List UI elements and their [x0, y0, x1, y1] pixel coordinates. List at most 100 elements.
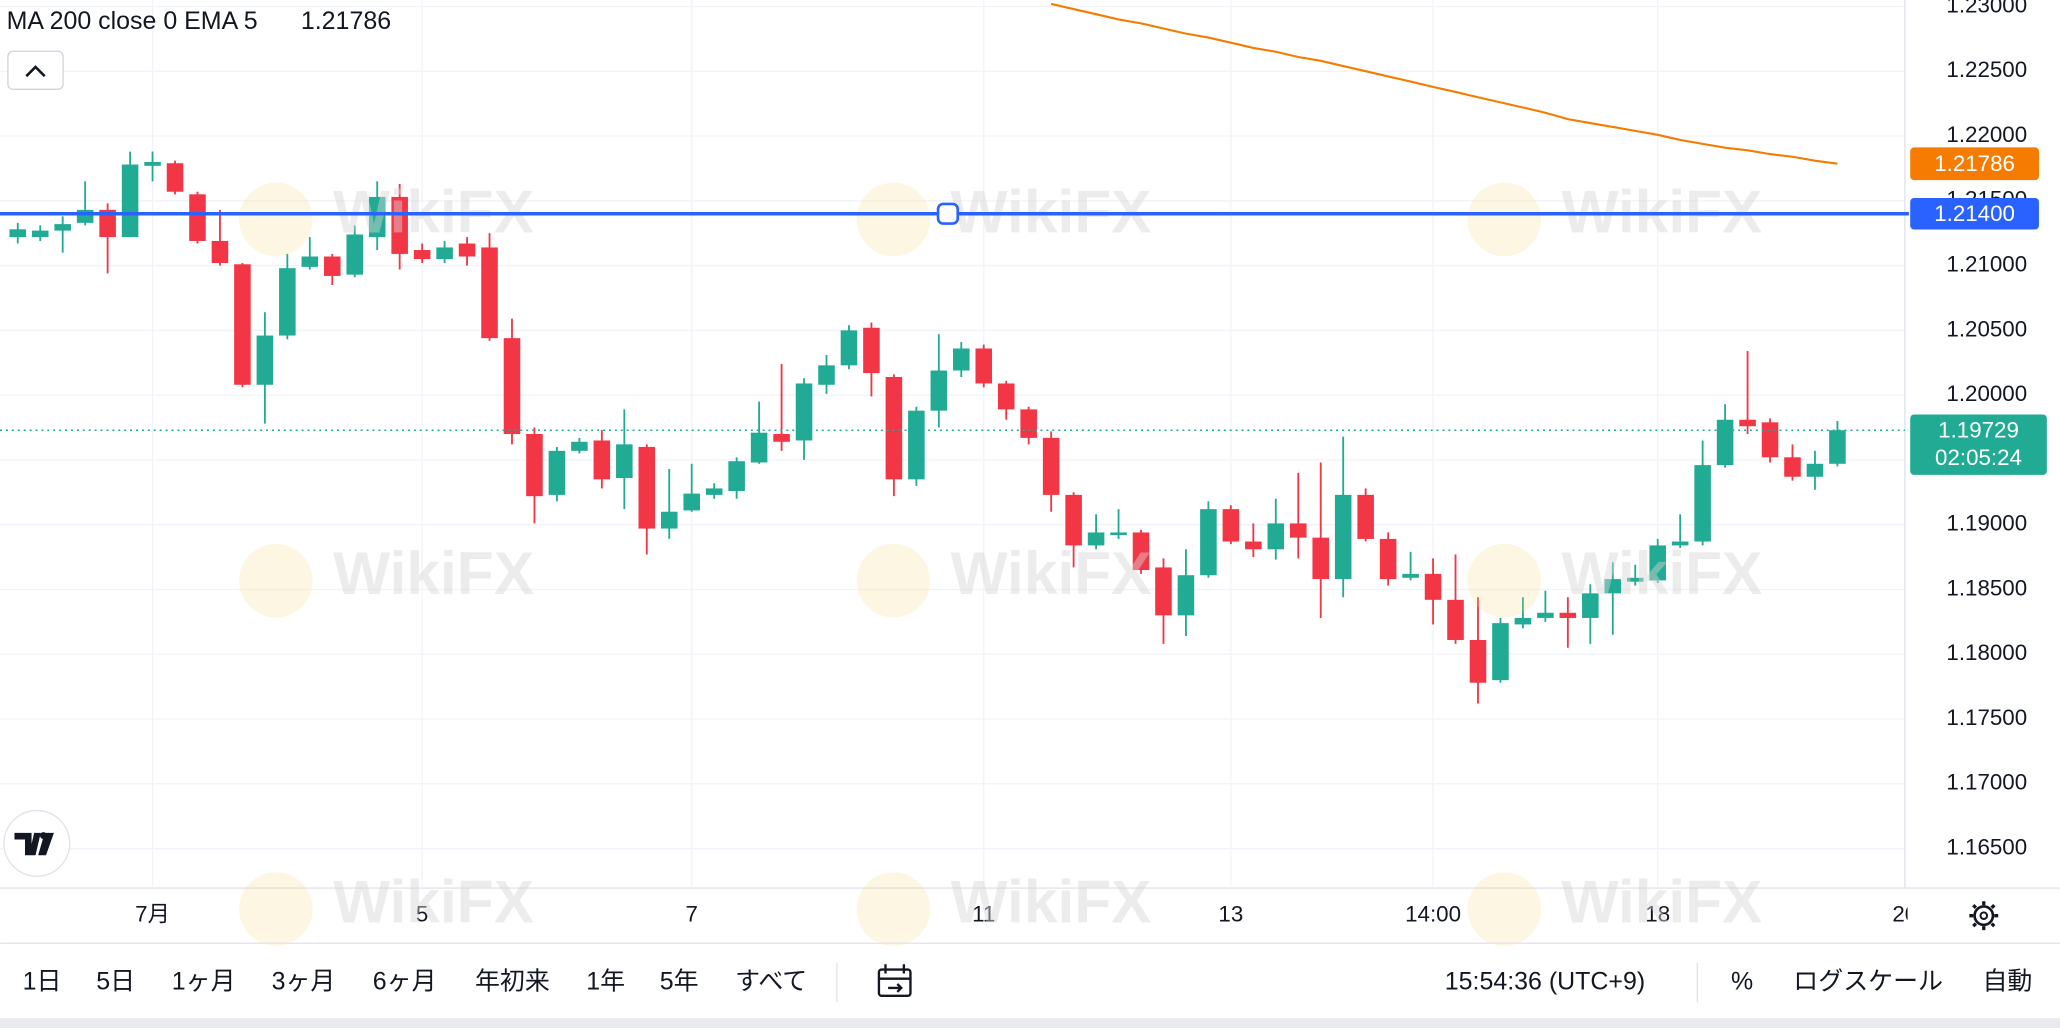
watermark-logo: [1467, 872, 1542, 946]
candle-body: [458, 243, 476, 257]
logo-glyph-2[interactable]: [38, 832, 54, 856]
calendar-detail[interactable]: [878, 964, 911, 993]
watermark-logo: [239, 543, 313, 618]
candle-body: [997, 383, 1015, 410]
x-tick-label: 13: [1218, 902, 1243, 927]
candle-body: [1537, 612, 1554, 618]
candle-body: [1267, 523, 1285, 550]
candle-body: [1200, 509, 1217, 576]
percent-toggle[interactable]: %: [1731, 967, 1753, 995]
range-button[interactable]: 年初来: [475, 967, 550, 995]
collapse-button[interactable]: [7, 50, 64, 90]
range-button[interactable]: 3ヶ月: [272, 967, 336, 995]
y-tick-label: 1.19000: [1946, 511, 2027, 536]
watermark: WikiFX: [333, 867, 534, 935]
plot-area: [9, 2, 1846, 704]
watermark-logo: [1467, 182, 1542, 257]
candle-body: [1177, 575, 1195, 616]
candle-body: [1020, 409, 1037, 438]
watermarks: WikiFX WikiFX WikiFX WikiFX WikiFX WikiFX Wiki…: [239, 178, 1762, 946]
tradingview-logo[interactable]: [3, 809, 71, 877]
candle-body: [750, 432, 768, 463]
candle-body: [1447, 599, 1464, 640]
candle-body: [1155, 567, 1172, 616]
candle-body: [1604, 579, 1622, 594]
candle-body: [1065, 494, 1082, 546]
candle-body: [368, 196, 386, 238]
gear-ring[interactable]: [1973, 905, 1995, 927]
candle-body: [1087, 532, 1105, 546]
candle-body: [1379, 538, 1397, 580]
ma-price-label: 1.21786: [1934, 151, 2015, 176]
candle-body: [211, 240, 229, 263]
candle-body: [1245, 541, 1262, 550]
candle-body: [31, 230, 49, 238]
candle-body: [1424, 573, 1442, 600]
ma-price-badge: [1910, 147, 2039, 181]
candle-body: [1289, 523, 1307, 538]
candle-body: [279, 268, 296, 336]
candle-body: [1312, 537, 1330, 580]
settings-button[interactable]: [1969, 901, 1999, 931]
collapse-button-frame[interactable]: [7, 50, 64, 90]
goto-date-button[interactable]: [877, 964, 912, 997]
candle-body: [548, 450, 566, 495]
gear-hub[interactable]: [1979, 911, 1989, 920]
line-handle[interactable]: [936, 202, 960, 225]
candle-body: [1739, 419, 1756, 427]
last-price-label: 1.19729: [1938, 417, 2019, 442]
range-button[interactable]: 1年: [586, 967, 625, 995]
candle-body: [346, 234, 364, 275]
candle-body: [1626, 577, 1644, 582]
watermark-logo: [856, 543, 931, 618]
auto-scale-toggle[interactable]: 自動: [1982, 967, 2032, 995]
y-tick-label: 1.17000: [1946, 770, 2027, 795]
watermark-logo: [856, 182, 931, 257]
watermark-logo: [856, 872, 931, 946]
candle-body: [1492, 623, 1509, 681]
logo-glyph[interactable]: [14, 832, 41, 856]
candle-body: [9, 229, 27, 238]
range-button[interactable]: 5日: [96, 967, 135, 995]
x-tick-label: 20: [1892, 902, 1917, 927]
candle-body: [885, 376, 903, 480]
y-tick-label: 1.22500: [1946, 57, 2027, 82]
calendar-icon[interactable]: [877, 968, 912, 997]
collapse-chevron[interactable]: [25, 65, 46, 78]
candle-body: [1671, 541, 1689, 546]
candle-body: [975, 348, 993, 384]
candle-body: [301, 256, 319, 267]
x-tick-label: 14:00: [1405, 902, 1461, 927]
candle-body: [1110, 532, 1127, 536]
candle-body: [413, 250, 431, 260]
x-tick-label: 18: [1645, 902, 1670, 927]
candle-body: [1042, 437, 1060, 495]
x-tick-label: 7: [686, 902, 698, 927]
candle-body: [1716, 419, 1734, 466]
gear-teeth[interactable]: [1969, 901, 1999, 931]
candle-body: [1402, 573, 1419, 578]
candle-body: [660, 511, 678, 529]
candle-body: [1806, 463, 1824, 477]
range-button[interactable]: すべて: [735, 967, 807, 995]
watermark: WikiFX: [951, 178, 1152, 246]
candle-body: [1829, 430, 1846, 464]
candle-body: [1469, 639, 1487, 683]
candle-body: [503, 338, 521, 434]
watermark: WikiFX: [1561, 539, 1762, 607]
candle-body: [705, 488, 723, 495]
range-button[interactable]: 5年: [660, 967, 699, 995]
candle-body: [99, 209, 116, 238]
candle-body: [728, 461, 745, 491]
watermark-logo: [1467, 543, 1542, 618]
candle-body: [1559, 612, 1577, 618]
log-scale-toggle[interactable]: ログスケール: [1793, 967, 1943, 995]
range-button[interactable]: 1ヶ月: [172, 967, 236, 995]
candle-body: [773, 433, 790, 442]
countdown-label: 02:05:24: [1935, 445, 2022, 470]
range-button[interactable]: 6ヶ月: [373, 967, 437, 995]
range-button[interactable]: 1日: [23, 967, 62, 995]
